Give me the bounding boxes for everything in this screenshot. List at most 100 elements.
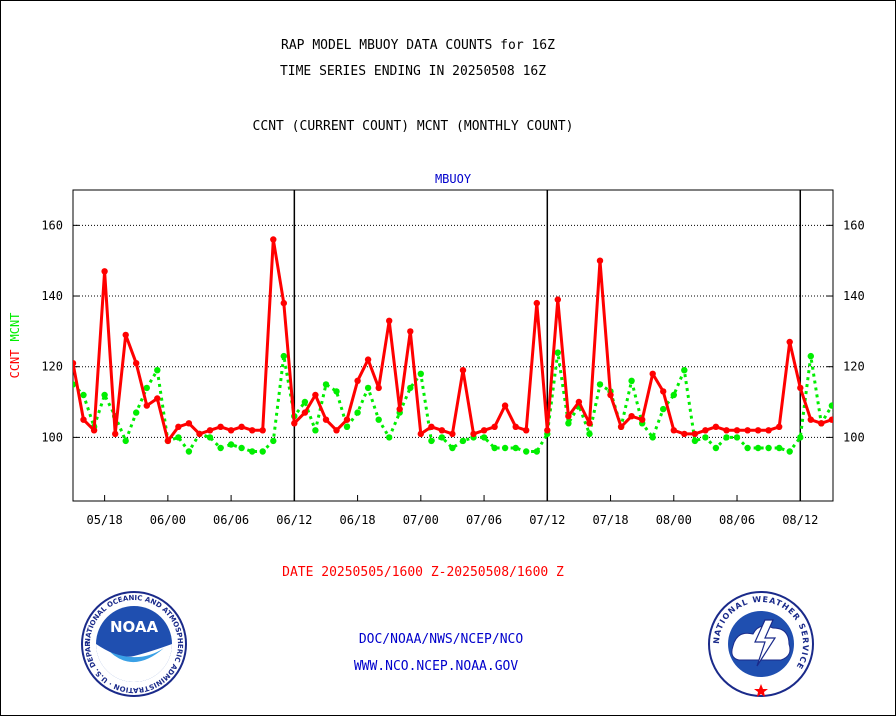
x-tick-label: 06/12 [276, 513, 312, 527]
chart-title-line1: RAP MODEL MBUOY DATA COUNTS for 16Z [281, 38, 555, 53]
ccnt-series-point [364, 356, 372, 363]
mcnt-series-point [101, 391, 108, 399]
mcnt-series-point [227, 441, 235, 448]
mcnt-series-point [270, 437, 277, 445]
ccnt-series-point [217, 423, 224, 430]
mcnt-series-point [301, 398, 309, 406]
ccnt-series-point [259, 427, 266, 434]
mcnt-series-point [133, 409, 140, 416]
mcnt-series-point [723, 434, 730, 441]
noaa-logo: NATIONAL OCEANIC AND ATMOSPHERIC ADMINIS… [80, 590, 187, 697]
ccnt-series-point [185, 420, 193, 427]
mcnt-series-point [596, 381, 604, 388]
ccnt-series-point [470, 430, 477, 438]
mcnt-series-point [586, 430, 593, 438]
ccnt-series-point [586, 420, 593, 427]
ccnt-series-point [691, 430, 699, 438]
ccnt-series-point [449, 430, 456, 438]
ccnt-series-point [596, 257, 604, 264]
ccnt-series-point [786, 338, 793, 346]
ccnt-series-point [512, 423, 519, 430]
ccnt-series-point [80, 416, 87, 423]
ccnt-series-point [744, 427, 751, 434]
ccnt-series-point [818, 420, 825, 427]
mcnt-series-point [428, 437, 435, 445]
ccnt-series-group [73, 236, 833, 445]
ccnt-series-point [639, 416, 646, 423]
plot-title: MBUOY [435, 172, 472, 186]
mcnt-series-point [312, 427, 319, 434]
ccnt-series-point [754, 427, 762, 434]
ccnt-series-point [733, 427, 741, 434]
mcnt-series-point [660, 405, 667, 413]
ccnt-series-point [702, 427, 709, 434]
ccnt-series-point [122, 331, 129, 339]
ccnt-series-point [491, 423, 498, 430]
ccnt-series-point [90, 427, 98, 434]
ccnt-series-point [670, 427, 677, 434]
ccnt-series-point [322, 416, 330, 423]
mcnt-series-point [523, 448, 530, 455]
mcnt-series-point [333, 388, 340, 395]
ccnt-series-point [607, 391, 614, 399]
ccnt-series-point [554, 296, 561, 303]
mcnt-series-point [512, 444, 519, 452]
ccnt-series-line [73, 238, 833, 443]
ccnt-series-point [723, 427, 730, 434]
mcnt-series-point [375, 416, 382, 423]
mcnt-series-point [828, 402, 833, 409]
date-range-label: DATE 20250505/1600 Z-20250508/1600 Z [282, 565, 564, 580]
ccnt-series-point [354, 377, 361, 384]
y-axis-label-mcnt: MCNT [8, 313, 22, 342]
mcnt-series-group [73, 349, 833, 455]
website-link[interactable]: WWW.NCO.NCEP.NOAA.GOV [353, 659, 519, 674]
mcnt-series-point [533, 448, 540, 455]
mcnt-series-point [628, 377, 635, 384]
mcnt-series-point [407, 384, 414, 392]
mcnt-series-point [744, 444, 751, 452]
ccnt-series-point [428, 423, 435, 430]
ccnt-series-point [175, 423, 182, 430]
x-tick-label: 08/00 [656, 513, 692, 527]
mcnt-series-point [459, 437, 467, 445]
ccnt-series-point [681, 430, 688, 438]
y-tick-label-left: 120 [41, 360, 63, 374]
mcnt-series-point [649, 434, 656, 441]
ccnt-series-point [270, 236, 277, 243]
mcnt-series-point [259, 448, 266, 455]
mcnt-series-point [354, 409, 361, 416]
mcnt-series-point [206, 434, 214, 441]
ccnt-series-point [575, 398, 583, 406]
ccnt-series-point [807, 416, 814, 423]
ccnt-series-point [765, 427, 772, 434]
mcnt-series-point [185, 448, 193, 455]
chart-subtitle: CCNT (CURRENT COUNT) MCNT (MONTHLY COUNT… [252, 119, 574, 134]
mcnt-series-point [786, 448, 793, 455]
mcnt-series-point [217, 444, 224, 452]
ccnt-series-point [396, 405, 403, 413]
x-tick-label: 06/06 [213, 513, 249, 527]
mcnt-series-point [238, 444, 245, 452]
ccnt-series-point [227, 427, 235, 434]
x-tick-label: 08/12 [782, 513, 818, 527]
y-tick-label-right: 120 [843, 360, 865, 374]
ccnt-series-point [407, 328, 414, 335]
ccnt-series-point [776, 423, 783, 430]
ccnt-series-point [312, 391, 319, 399]
mcnt-series-point [480, 434, 488, 441]
mcnt-series-point [733, 434, 741, 441]
ccnt-series-point [386, 317, 393, 324]
ccnt-series-point [438, 427, 446, 434]
mcnt-series-point [681, 367, 688, 374]
ccnt-series-point [797, 384, 804, 392]
mcnt-series-point [776, 444, 783, 452]
ccnt-series-point [301, 409, 309, 416]
mcnt-series-point [565, 420, 572, 427]
mcnt-series-point [670, 391, 677, 399]
mcnt-series-point [702, 434, 709, 441]
ccnt-series-point [617, 423, 625, 430]
y-axis-label: CCNT MCNT [8, 313, 22, 379]
mcnt-series-point [754, 444, 762, 452]
ccnt-series-point [628, 413, 635, 420]
